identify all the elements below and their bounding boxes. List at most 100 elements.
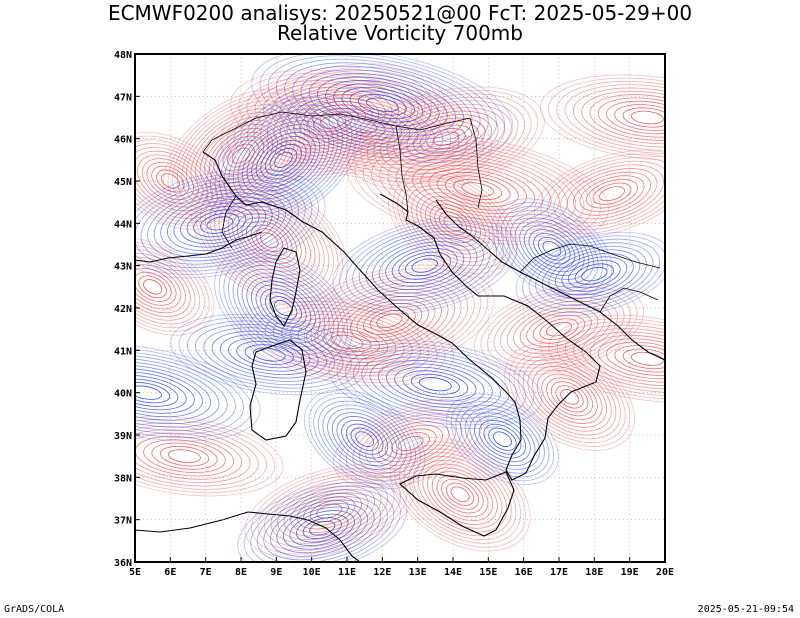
positive-vorticity-contour <box>419 124 473 153</box>
negative-vorticity-contour <box>292 65 473 144</box>
positive-vorticity-contour <box>354 137 601 242</box>
positive-vorticity-contour <box>550 381 589 413</box>
positive-vorticity-contour <box>347 86 545 191</box>
positive-vorticity-contour <box>270 478 389 544</box>
positive-vorticity-contour <box>415 192 491 255</box>
negative-vorticity-contour <box>333 83 432 127</box>
positive-vorticity-contour <box>441 478 479 510</box>
positive-vorticity-contour <box>614 345 665 373</box>
corsica-coastline <box>269 247 301 328</box>
positive-vorticity-contour <box>135 432 243 480</box>
positive-vorticity-contour <box>330 334 364 349</box>
positive-vorticity-contour <box>392 172 514 274</box>
negative-vorticity-contour <box>269 296 298 320</box>
positive-vorticity-contour <box>394 440 526 548</box>
negative-vorticity-contour <box>483 423 522 455</box>
positive-vorticity-contour <box>500 297 618 362</box>
positive-vorticity-contour <box>339 402 482 485</box>
negative-vorticity-contour <box>402 370 469 399</box>
latitude-axis: 36N 37N 38N 39N 40N 41N 42N 43N 44N 45N 46N 47N 48N <box>114 50 140 569</box>
negative-vorticity-contour <box>284 62 481 148</box>
negative-vorticity-contour <box>252 347 286 362</box>
negative-vorticity-contour <box>372 237 478 294</box>
lat-tick-label: 48N <box>114 50 132 61</box>
negative-vorticity-contour <box>398 251 452 280</box>
positive-vorticity-contour <box>345 406 476 481</box>
positive-vorticity-contour <box>277 482 382 541</box>
positive-vorticity-contour <box>589 94 665 141</box>
positive-vorticity-contour <box>445 482 475 506</box>
positive-vorticity-contour <box>135 146 213 216</box>
negative-vorticity-contour <box>357 94 407 116</box>
positive-vorticity-contour <box>399 114 493 164</box>
positive-vorticity-contour <box>391 432 430 455</box>
negative-vorticity-contour <box>366 97 399 113</box>
chart-title: ECMWF0200 analisys: 20250521@00 FcT: 202… <box>107 1 693 25</box>
negative-vorticity-contour <box>135 357 228 428</box>
lon-tick-label: 10E <box>303 567 321 578</box>
negative-vorticity-contour <box>332 216 517 315</box>
positive-vorticity-contour <box>135 267 177 306</box>
positive-vorticity-contour <box>135 264 182 310</box>
negative-vorticity-contour <box>541 245 647 303</box>
positive-vorticity-contour <box>432 131 460 146</box>
negative-vorticity-contour <box>339 220 511 311</box>
positive-vorticity-contour <box>566 168 658 220</box>
negative-vorticity-contour <box>178 317 360 392</box>
sardinia-coastline <box>249 339 307 441</box>
positive-vorticity-contour <box>232 208 307 272</box>
negative-vorticity-contour <box>283 506 362 550</box>
country-borders <box>202 111 661 313</box>
positive-vorticity-contour <box>539 318 579 340</box>
positive-vorticity-contour <box>553 160 665 227</box>
negative-vorticity-contour <box>135 168 326 279</box>
positive-vorticity-contour <box>622 107 665 128</box>
negative-vorticity-contour <box>419 377 452 392</box>
negative-vorticity-contour <box>460 404 545 474</box>
negative-vorticity-contour <box>341 87 424 123</box>
negative-vorticity-contour <box>147 185 293 262</box>
negative-vorticity-contour <box>186 206 253 241</box>
negative-vorticity-contour <box>303 389 426 490</box>
positive-vorticity-contour <box>365 417 456 470</box>
lat-tick-label: 43N <box>114 262 132 273</box>
positive-vorticity-contour <box>135 131 232 231</box>
lat-tick-label: 44N <box>114 219 132 230</box>
positive-vorticity-contour <box>208 127 274 184</box>
negative-vorticity-contour <box>237 268 330 348</box>
positive-vorticity-contour <box>532 366 607 428</box>
africa-coastline <box>135 511 361 562</box>
positive-vorticity-contour <box>412 161 544 218</box>
lat-tick-label: 38N <box>114 473 132 484</box>
positive-vorticity-contour <box>548 318 665 400</box>
positive-vorticity-contour <box>518 354 621 440</box>
negative-vorticity-contour <box>313 396 417 482</box>
lat-tick-label: 47N <box>114 92 132 103</box>
positive-vorticity-contour <box>218 197 321 284</box>
negative-vorticity-contour <box>446 393 559 486</box>
positive-vorticity-contour <box>536 369 603 424</box>
positive-vorticity-contour <box>141 158 199 204</box>
positive-vorticity-contour <box>380 103 512 174</box>
negative-vorticity-contour <box>193 209 247 238</box>
positive-vorticity-contour <box>135 252 196 321</box>
negative-vorticity-contour <box>510 213 594 284</box>
negative-vorticity-contour <box>574 263 614 285</box>
positive-vorticity-contour <box>541 373 598 421</box>
italy-coastline <box>202 151 601 481</box>
negative-vorticity-contour <box>228 112 339 208</box>
positive-vorticity-contour <box>540 314 665 403</box>
negative-vorticity-contour <box>135 371 195 414</box>
negative-vorticity-contour <box>455 400 550 478</box>
negative-vorticity-contour <box>411 258 438 273</box>
positive-vorticity-contour <box>461 182 495 197</box>
positive-vorticity-contour <box>589 334 665 383</box>
negative-vorticity-contour <box>542 240 562 257</box>
positive-vorticity-contour <box>519 307 599 351</box>
positive-vorticity-contour <box>585 178 639 209</box>
positive-vorticity-contour <box>397 435 424 452</box>
negative-vorticity-contour <box>391 248 458 284</box>
positive-vorticity-contour <box>599 186 625 202</box>
positive-vorticity-contour <box>204 185 334 296</box>
positive-vorticity-contour <box>406 184 500 263</box>
